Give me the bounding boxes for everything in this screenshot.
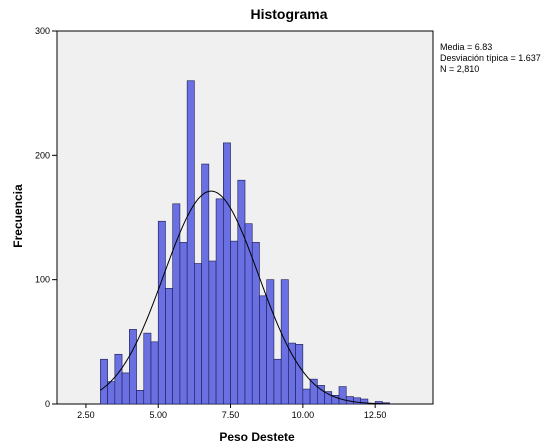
histogram-bar bbox=[100, 358, 108, 405]
histogram-bar bbox=[136, 390, 145, 405]
histogram-bar bbox=[237, 179, 246, 405]
histogram-bar bbox=[309, 378, 318, 405]
histogram-bar bbox=[114, 353, 123, 405]
histogram-bar bbox=[288, 342, 296, 405]
histogram-bar bbox=[143, 332, 152, 405]
histogram-bar bbox=[215, 198, 224, 405]
stats-box: Media = 6.83 Desviación típica = 1.637 N… bbox=[440, 42, 541, 74]
histogram-bar bbox=[360, 398, 369, 405]
y-tick-label: 300 bbox=[35, 26, 50, 36]
histogram-bar bbox=[194, 263, 202, 405]
histogram-bar bbox=[230, 240, 239, 405]
chart-title: Histograma bbox=[250, 6, 327, 22]
histogram-bar bbox=[338, 386, 347, 405]
histogram-bar bbox=[150, 341, 159, 405]
histogram-bar bbox=[280, 279, 289, 405]
normal-curve-line bbox=[100, 190, 390, 405]
stat-sd: Desviación típica = 1.637 bbox=[440, 53, 541, 63]
histogram-bar bbox=[273, 358, 282, 405]
y-tick-label: 0 bbox=[45, 399, 50, 409]
histogram-bar bbox=[266, 279, 275, 405]
plot-area: 0 100 200 300 2.50 5.00 7.50 10.00 12.50 bbox=[35, 26, 434, 420]
histogram-bar bbox=[259, 295, 267, 405]
histogram-bar bbox=[172, 203, 181, 405]
histogram-bar bbox=[295, 344, 304, 405]
x-tick-label: 10.00 bbox=[292, 410, 315, 420]
histogram-bar bbox=[165, 288, 173, 405]
histogram-bar bbox=[179, 242, 188, 405]
histogram-bar bbox=[244, 223, 253, 405]
x-tick-label: 7.50 bbox=[222, 410, 240, 420]
x-tick-label: 12.50 bbox=[364, 410, 387, 420]
y-axis-label: Frecuencia bbox=[11, 184, 25, 248]
histogram-bar bbox=[353, 397, 361, 405]
histogram-bar bbox=[129, 329, 137, 405]
histogram-bar bbox=[223, 142, 231, 405]
x-tick-label: 2.50 bbox=[77, 410, 95, 420]
x-tick-label: 5.00 bbox=[149, 410, 167, 420]
histogram-bar bbox=[186, 80, 195, 405]
y-tick-label: 100 bbox=[35, 275, 50, 285]
histogram-bar bbox=[121, 372, 130, 405]
histogram-bar bbox=[157, 220, 166, 405]
stat-mean: Media = 6.83 bbox=[440, 42, 492, 52]
x-axis-label: Peso Destete bbox=[219, 430, 295, 444]
histogram-bar bbox=[107, 381, 116, 405]
histogram-bar bbox=[208, 260, 217, 405]
y-tick-label: 200 bbox=[35, 150, 50, 160]
stat-n: N = 2,810 bbox=[440, 64, 479, 74]
histogram-bar bbox=[302, 388, 311, 405]
histogram-bar bbox=[201, 163, 210, 405]
